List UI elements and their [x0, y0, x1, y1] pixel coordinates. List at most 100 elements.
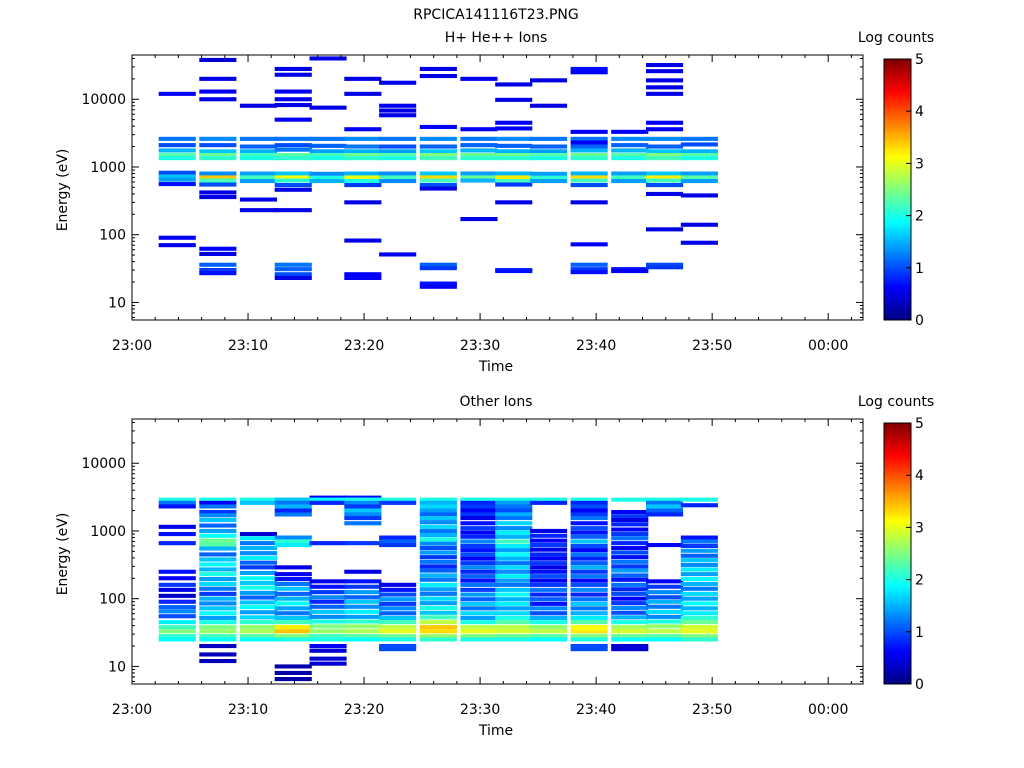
heatmap-cell	[309, 634, 347, 639]
heatmap-cell	[611, 582, 649, 587]
heatmap-cell	[646, 191, 684, 196]
heatmap-cell	[239, 546, 277, 551]
heatmap-cell	[158, 500, 196, 505]
heatmap-cell	[460, 606, 498, 611]
heatmap-cell	[309, 619, 347, 624]
heatmap-cell	[158, 569, 196, 574]
heatmap-cell	[239, 615, 277, 620]
colorbar-gradient	[884, 423, 911, 684]
heatmap-cell	[419, 516, 457, 521]
heatmap-cell	[158, 136, 196, 141]
heatmap-cell	[611, 625, 649, 630]
heatmap-cell	[419, 634, 457, 639]
heatmap-cell	[611, 546, 649, 551]
heatmap-cell	[199, 504, 237, 509]
heatmap-cell	[570, 153, 608, 158]
colorbar-tick-label: 1	[915, 261, 924, 277]
heatmap-cell	[344, 175, 382, 180]
heatmap-cell	[419, 596, 457, 601]
heatmap-cell	[419, 629, 457, 634]
heatmap-cell	[570, 601, 608, 606]
heatmap-cell	[199, 611, 237, 616]
heatmap-cell	[419, 136, 457, 141]
heatmap-cell	[680, 240, 718, 245]
heatmap-cell	[379, 625, 417, 630]
heatmap-cell	[158, 620, 196, 625]
heatmap-cell	[611, 136, 649, 141]
heatmap-cell	[344, 609, 382, 614]
heatmap-cell	[419, 178, 457, 183]
heatmap-cell	[646, 144, 684, 149]
heatmap-cell	[646, 500, 684, 505]
heatmap-cell	[530, 136, 568, 141]
heatmap-cell	[274, 591, 312, 596]
heatmap-cell	[530, 179, 568, 184]
heatmap-cell	[646, 595, 684, 600]
heatmap-cell	[199, 567, 237, 572]
heatmap-cell	[274, 634, 312, 639]
heatmap-cell	[274, 620, 312, 625]
heatmap-cell	[239, 500, 277, 505]
heatmap-cell	[199, 76, 237, 81]
heatmap-cell	[158, 541, 196, 546]
heatmap-cell	[495, 543, 533, 548]
heatmap-cell	[460, 512, 498, 517]
heatmap-cell	[379, 156, 417, 161]
heatmap-cell	[309, 105, 347, 110]
heatmap-cell	[274, 565, 312, 570]
heatmap-cell	[419, 605, 457, 610]
heatmap-cell	[158, 91, 196, 96]
heatmap-cell	[274, 629, 312, 634]
heatmap-cell	[530, 574, 568, 579]
heatmap-cell	[680, 149, 718, 154]
heatmap-cell	[344, 171, 382, 176]
heatmap-cell	[344, 516, 382, 521]
heatmap-cell	[344, 156, 382, 161]
heatmap-cell	[646, 590, 684, 595]
heatmap-cell	[239, 600, 277, 605]
heatmap-cell	[495, 582, 533, 587]
heatmap-cell	[530, 565, 568, 570]
heatmap-cell	[239, 565, 277, 570]
heatmap-cell	[680, 175, 718, 180]
heatmap-cell	[495, 500, 533, 505]
heatmap-cell	[611, 601, 649, 606]
heatmap-cell	[419, 508, 457, 513]
heatmap-cell	[646, 637, 684, 642]
heatmap-cell	[495, 97, 533, 102]
heatmap-cell	[460, 178, 498, 183]
heatmap-cell	[379, 644, 417, 649]
heatmap-cell	[460, 615, 498, 620]
heatmap-cell	[530, 629, 568, 634]
colorbar: 0 1 2 3 4 5	[883, 416, 924, 693]
heatmap-cell	[379, 634, 417, 639]
heatmap-cell	[379, 637, 417, 642]
heatmap-cell	[158, 625, 196, 630]
heatmap-cell	[570, 597, 608, 602]
heatmap-cell	[199, 268, 237, 273]
x-tick-label: 23:40	[576, 338, 616, 354]
heatmap-cell	[680, 637, 718, 642]
heatmap-cell	[530, 634, 568, 639]
heatmap-cell	[460, 539, 498, 544]
heatmap-cell	[530, 156, 568, 161]
heatmap-cell	[274, 143, 312, 148]
heatmap-cell	[530, 103, 568, 108]
heatmap-cell	[419, 281, 457, 286]
colorbar-gradient	[884, 59, 911, 320]
heatmap-cell	[570, 644, 608, 649]
heatmap-cell	[344, 76, 382, 81]
heatmap-cell	[419, 610, 457, 615]
heatmap-cell	[460, 516, 498, 521]
heatmap-cell	[309, 149, 347, 154]
x-tick-label: 23:50	[692, 702, 732, 718]
heatmap-cell	[611, 143, 649, 148]
heatmap-cell	[495, 497, 533, 502]
x-tick-label: 23:40	[576, 702, 616, 718]
heatmap-cell	[344, 595, 382, 600]
colorbar-label: Log counts	[858, 30, 934, 46]
heatmap-cell	[274, 156, 312, 161]
colorbar-tick-label: 0	[915, 313, 924, 329]
heatmap-cell	[239, 144, 277, 149]
heatmap-cell	[611, 153, 649, 158]
